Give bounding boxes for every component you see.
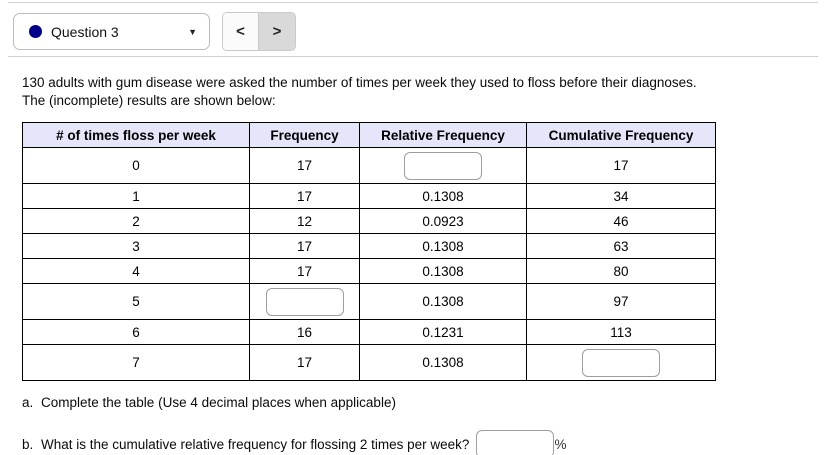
question-content: 130 adults with gum disease were asked t… xyxy=(0,57,826,455)
frequency-input-row5[interactable] xyxy=(265,287,344,316)
sub-questions: a. Complete the table (Use 4 decimal pla… xyxy=(22,395,804,455)
col-header-relative-frequency: Relative Frequency xyxy=(359,122,527,148)
cumulative-frequency-input-row7[interactable] xyxy=(582,348,660,377)
cumulative-frequency-cell: 97 xyxy=(526,283,716,320)
frequency-cell: 12 xyxy=(249,208,360,234)
relative-frequency-cell: 0.0923 xyxy=(359,208,527,234)
relative-frequency-cell: 0.1308 xyxy=(359,258,527,284)
times-cell: 0 xyxy=(22,147,250,184)
relative-frequency-cell: 0.1308 xyxy=(359,233,527,259)
col-header-times: # of times floss per week xyxy=(22,122,250,148)
times-cell: 6 xyxy=(22,319,250,345)
table-row: 1 17 0.1308 34 xyxy=(22,183,716,209)
cumulative-frequency-cell: 80 xyxy=(526,258,716,284)
cumulative-frequency-cell: 46 xyxy=(526,208,716,234)
relative-frequency-cell: 0.1308 xyxy=(359,344,527,381)
times-cell: 4 xyxy=(22,258,250,284)
table-row: 2 12 0.0923 46 xyxy=(22,208,716,234)
relative-frequency-input-row0[interactable] xyxy=(404,151,482,180)
cumulative-frequency-cell: 113 xyxy=(526,319,716,345)
table-row: 7 17 0.1308 xyxy=(22,344,716,381)
header-divider xyxy=(8,56,818,57)
frequency-cell: 17 xyxy=(249,344,360,381)
question-a-text: Complete the table (Use 4 decimal places… xyxy=(41,395,396,410)
relative-frequency-cell: 0.1308 xyxy=(359,183,527,209)
caret-down-icon: ▼ xyxy=(188,26,197,37)
question-nav-button-group: < > xyxy=(222,12,296,51)
frequency-cell: 17 xyxy=(249,233,360,259)
table-row: 5 0.1308 97 xyxy=(22,283,716,320)
frequency-cell: 17 xyxy=(249,258,360,284)
question-b-input[interactable] xyxy=(476,430,555,455)
times-cell: 7 xyxy=(22,344,250,381)
question-navigation-bar: Question 3 ▼ < > xyxy=(0,0,826,51)
times-cell: 5 xyxy=(22,283,250,320)
chevron-left-icon: < xyxy=(236,23,245,40)
times-cell: 1 xyxy=(22,183,250,209)
table-row: 3 17 0.1308 63 xyxy=(22,233,716,259)
cumulative-frequency-cell: 34 xyxy=(526,183,716,209)
table-row: 0 17 17 xyxy=(22,147,716,184)
table-header-row: # of times floss per week Frequency Rela… xyxy=(22,122,716,148)
percent-sign: % xyxy=(554,436,567,452)
question-selector-dropdown[interactable]: Question 3 ▼ xyxy=(13,13,210,50)
relative-frequency-cell: 0.1308 xyxy=(359,283,527,320)
col-header-cumulative-frequency: Cumulative Frequency xyxy=(526,122,716,148)
question-b-letter: b. xyxy=(22,436,34,452)
question-intro-text: 130 adults with gum disease were asked t… xyxy=(22,75,697,108)
frequency-cell: 16 xyxy=(249,319,360,345)
question-b-text: What is the cumulative relative frequenc… xyxy=(41,436,470,452)
question-b: b. What is the cumulative relative frequ… xyxy=(22,430,804,455)
question-selector-label: Question 3 xyxy=(51,23,119,40)
cumulative-frequency-cell: 17 xyxy=(526,147,716,184)
question-status-dot-icon xyxy=(29,25,42,38)
times-cell: 2 xyxy=(22,208,250,234)
times-cell: 3 xyxy=(22,233,250,259)
cumulative-frequency-cell: 63 xyxy=(526,233,716,259)
top-divider xyxy=(8,2,818,3)
table-row: 4 17 0.1308 80 xyxy=(22,258,716,284)
frequency-table: # of times floss per week Frequency Rela… xyxy=(22,122,716,381)
question-a-letter: a. xyxy=(22,395,34,410)
relative-frequency-cell: 0.1231 xyxy=(359,319,527,345)
cumulative-frequency-cell xyxy=(526,344,716,381)
chevron-right-icon: > xyxy=(272,23,282,40)
col-header-frequency: Frequency xyxy=(249,122,360,148)
relative-frequency-cell xyxy=(359,147,527,184)
frequency-cell: 17 xyxy=(249,183,360,209)
table-row: 6 16 0.1231 113 xyxy=(22,319,716,345)
frequency-cell xyxy=(249,283,360,320)
question-a: a. Complete the table (Use 4 decimal pla… xyxy=(22,395,804,410)
frequency-cell: 17 xyxy=(249,147,360,184)
previous-question-button[interactable]: < xyxy=(223,13,259,50)
next-question-button[interactable]: > xyxy=(259,13,295,50)
